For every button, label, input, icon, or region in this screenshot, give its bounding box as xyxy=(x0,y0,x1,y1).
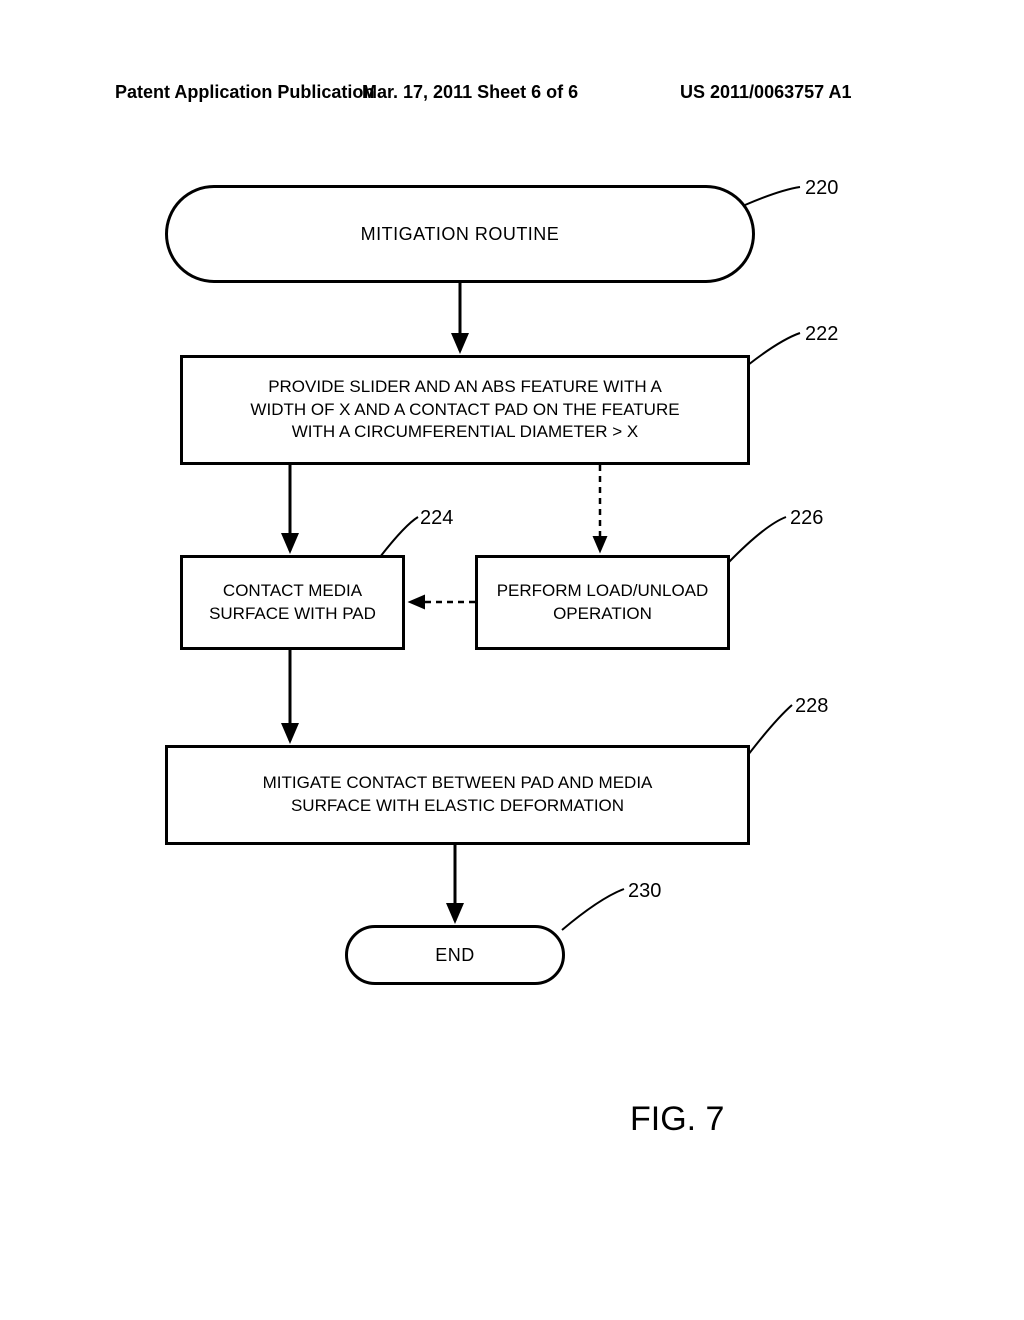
node-mitigate: MITIGATE CONTACT BETWEEN PAD AND MEDIA S… xyxy=(165,745,750,845)
node-provide-text: PROVIDE SLIDER AND AN ABS FEATURE WITH A… xyxy=(250,376,679,445)
node-mitigate-text: MITIGATE CONTACT BETWEEN PAD AND MEDIA S… xyxy=(263,772,653,818)
node-end: END xyxy=(345,925,565,985)
text-line: SURFACE WITH ELASTIC DEFORMATION xyxy=(291,796,624,815)
ref-224: 224 xyxy=(420,507,453,530)
flowchart-diagram: MITIGATION ROUTINE PROVIDE SLIDER AND AN… xyxy=(150,175,850,1095)
leader-228 xyxy=(748,705,792,755)
node-load-text: PERFORM LOAD/UNLOAD OPERATION xyxy=(497,580,709,626)
leader-224 xyxy=(380,517,418,557)
header-left: Patent Application Publication xyxy=(115,82,374,103)
leader-222 xyxy=(748,333,800,365)
node-contact-text: CONTACT MEDIA SURFACE WITH PAD xyxy=(209,580,376,626)
leader-226 xyxy=(728,517,786,563)
node-contact: CONTACT MEDIA SURFACE WITH PAD xyxy=(180,555,405,650)
text-line: MITIGATE CONTACT BETWEEN PAD AND MEDIA xyxy=(263,773,653,792)
header-mid: Mar. 17, 2011 Sheet 6 of 6 xyxy=(362,82,578,103)
text-line: WITH A CIRCUMFERENTIAL DIAMETER > X xyxy=(292,422,639,441)
ref-220: 220 xyxy=(805,177,838,200)
leader-220 xyxy=(745,187,800,205)
node-load: PERFORM LOAD/UNLOAD OPERATION xyxy=(475,555,730,650)
text-line: WIDTH OF X AND A CONTACT PAD ON THE FEAT… xyxy=(250,400,679,419)
ref-222: 222 xyxy=(805,323,838,346)
ref-226: 226 xyxy=(790,507,823,530)
ref-228: 228 xyxy=(795,695,828,718)
text-line: PROVIDE SLIDER AND AN ABS FEATURE WITH A xyxy=(268,377,662,396)
node-provide: PROVIDE SLIDER AND AN ABS FEATURE WITH A… xyxy=(180,355,750,465)
text-line: CONTACT MEDIA xyxy=(223,581,362,600)
node-start-text: MITIGATION ROUTINE xyxy=(361,224,560,245)
ref-230: 230 xyxy=(628,880,661,903)
leader-230 xyxy=(562,889,624,930)
node-end-text: END xyxy=(435,945,475,966)
text-line: SURFACE WITH PAD xyxy=(209,604,376,623)
text-line: PERFORM LOAD/UNLOAD xyxy=(497,581,709,600)
header-right: US 2011/0063757 A1 xyxy=(680,82,851,103)
text-line: OPERATION xyxy=(553,604,652,623)
figure-label: FIG. 7 xyxy=(630,1100,724,1139)
node-start: MITIGATION ROUTINE xyxy=(165,185,755,283)
